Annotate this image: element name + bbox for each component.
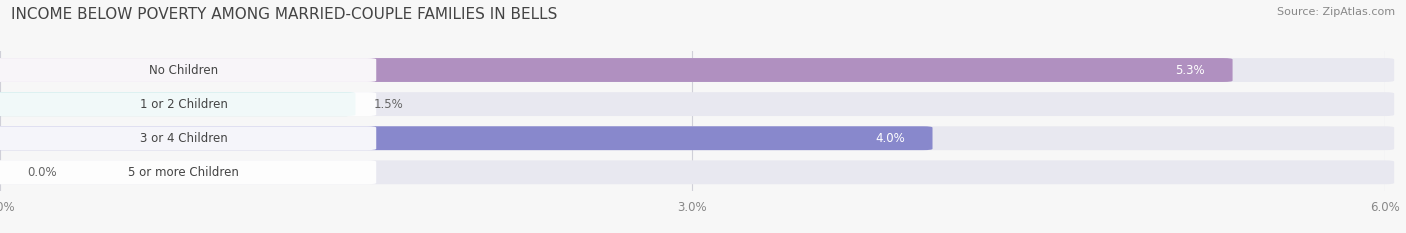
Text: 1.5%: 1.5% <box>374 98 404 111</box>
Text: 1 or 2 Children: 1 or 2 Children <box>139 98 228 111</box>
FancyBboxPatch shape <box>0 92 377 116</box>
Text: INCOME BELOW POVERTY AMONG MARRIED-COUPLE FAMILIES IN BELLS: INCOME BELOW POVERTY AMONG MARRIED-COUPL… <box>11 7 558 22</box>
FancyBboxPatch shape <box>0 58 1233 82</box>
Text: 3 or 4 Children: 3 or 4 Children <box>139 132 228 145</box>
FancyBboxPatch shape <box>0 160 1395 184</box>
Text: 5 or more Children: 5 or more Children <box>128 166 239 179</box>
FancyBboxPatch shape <box>0 126 377 150</box>
FancyBboxPatch shape <box>0 160 377 184</box>
FancyBboxPatch shape <box>0 126 932 150</box>
FancyBboxPatch shape <box>0 92 356 116</box>
Text: No Children: No Children <box>149 64 218 76</box>
Text: 4.0%: 4.0% <box>875 132 905 145</box>
FancyBboxPatch shape <box>0 58 377 82</box>
FancyBboxPatch shape <box>0 126 1395 150</box>
Text: 0.0%: 0.0% <box>28 166 58 179</box>
FancyBboxPatch shape <box>0 92 1395 116</box>
FancyBboxPatch shape <box>0 58 1395 82</box>
Text: 5.3%: 5.3% <box>1175 64 1205 76</box>
Text: Source: ZipAtlas.com: Source: ZipAtlas.com <box>1277 7 1395 17</box>
